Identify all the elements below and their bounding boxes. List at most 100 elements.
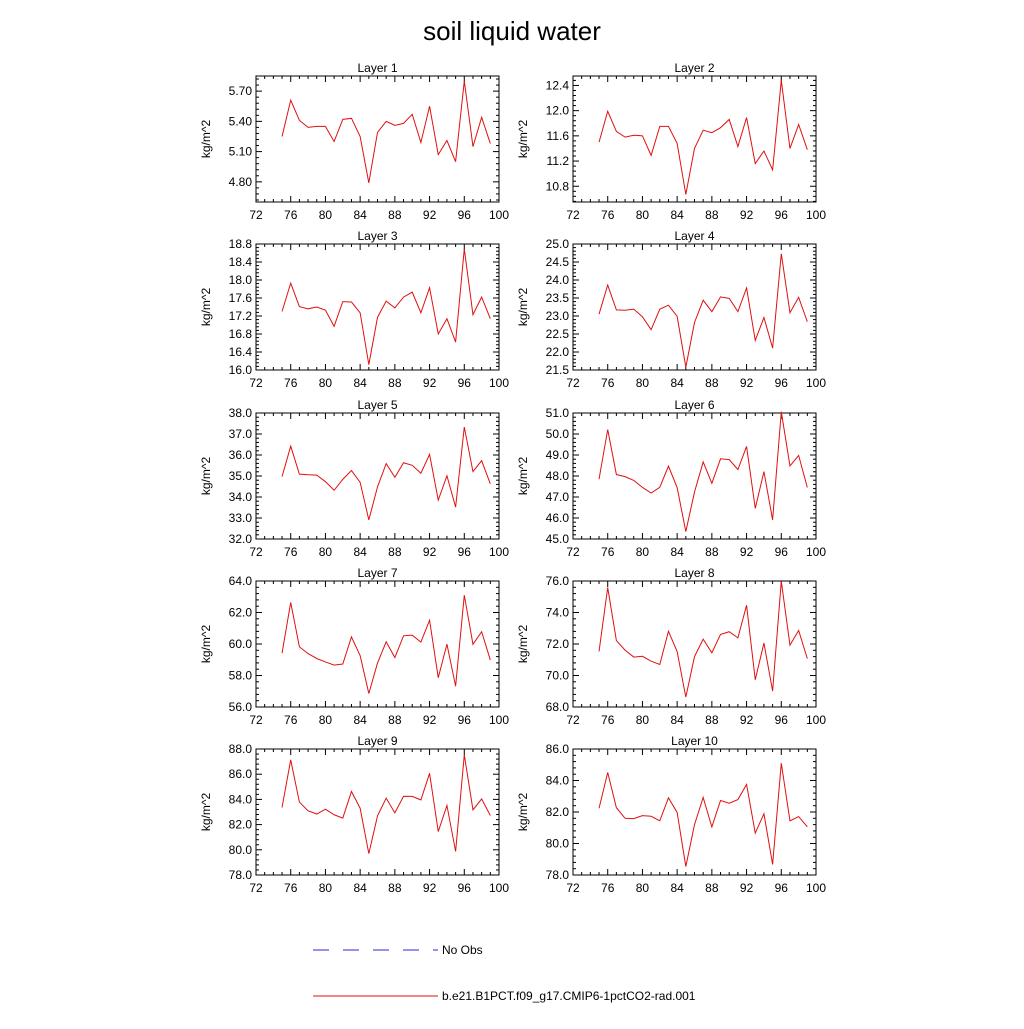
y-tick-label: 88.0 [229, 742, 253, 756]
x-tick-label: 80 [636, 208, 650, 222]
x-tick-label: 80 [636, 376, 650, 390]
x-tick-label: 76 [284, 713, 298, 727]
x-tick-label: 96 [775, 376, 789, 390]
x-tick-label: 88 [705, 376, 719, 390]
y-tick-label: 37.0 [229, 427, 253, 441]
plot-frame [255, 580, 500, 708]
x-tick-label: 88 [388, 881, 402, 895]
y-tick-label: 16.4 [229, 345, 253, 359]
series-line [598, 80, 808, 195]
series-line [598, 253, 808, 368]
x-tick-label: 88 [388, 713, 402, 727]
x-tick-label: 92 [423, 545, 437, 559]
y-tick-label: 47.0 [546, 490, 570, 504]
y-tick-label: 23.5 [546, 291, 570, 305]
y-tick-label: 12.4 [546, 78, 570, 92]
x-tick-label: 88 [705, 545, 719, 559]
plot-frame [572, 243, 817, 371]
x-tick-label: 92 [423, 376, 437, 390]
x-tick-label: 72 [566, 713, 580, 727]
x-tick-label: 92 [423, 881, 437, 895]
y-tick-label: 82.0 [229, 818, 253, 832]
x-tick-label: 92 [423, 713, 437, 727]
x-tick-label: 100 [806, 881, 826, 895]
y-tick-label: 36.0 [229, 448, 253, 462]
x-tick-label: 92 [423, 208, 437, 222]
plot-frame [572, 748, 817, 876]
x-tick-label: 92 [740, 376, 754, 390]
y-tick-label: 11.2 [547, 154, 570, 168]
y-tick-label: 18.4 [229, 255, 253, 269]
y-tick-label: 56.0 [229, 700, 253, 714]
x-tick-label: 92 [740, 208, 754, 222]
x-tick-label: 96 [458, 545, 472, 559]
y-tick-label: 24.5 [546, 255, 570, 269]
y-tick-label: 33.0 [229, 511, 253, 525]
y-tick-label: 62.0 [229, 606, 253, 620]
x-tick-label: 76 [601, 208, 615, 222]
x-tick-label: 72 [566, 376, 580, 390]
y-tick-label: 18.0 [229, 273, 253, 287]
y-tick-label: 11.6 [547, 129, 570, 143]
x-tick-label: 84 [353, 545, 367, 559]
x-tick-label: 76 [284, 208, 298, 222]
y-tick-label: 16.0 [229, 363, 253, 377]
x-tick-label: 96 [458, 376, 472, 390]
y-tick-label: 22.5 [546, 327, 570, 341]
panel-layer-3: Layer 3 72 76 80 84 88 92 96 100 16.0 16.4 16.8 17.2… [199, 229, 509, 390]
y-axis-label: kg/m^2 [199, 457, 213, 496]
x-tick-label: 96 [775, 881, 789, 895]
x-tick-label: 100 [489, 545, 509, 559]
x-tick-label: 96 [458, 208, 472, 222]
x-tick-label: 72 [566, 545, 580, 559]
x-tick-label: 100 [489, 208, 509, 222]
y-tick-label: 46.0 [546, 511, 570, 525]
y-tick-label: 64.0 [229, 574, 253, 588]
x-tick-label: 80 [636, 713, 650, 727]
y-tick-label: 86.0 [546, 742, 570, 756]
x-tick-label: 72 [249, 881, 263, 895]
panel-layer-1: Layer 1 72 76 80 84 88 92 96 100 4.80 5.10 5.40 5.70… [199, 61, 509, 222]
x-tick-label: 100 [806, 208, 826, 222]
x-tick-label: 100 [806, 713, 826, 727]
panel-layer-6: Layer 6 72 76 80 84 88 92 96 100 45.0 46.0 47.0 48.0… [516, 398, 826, 559]
x-tick-label: 96 [775, 208, 789, 222]
y-tick-label: 10.8 [546, 179, 570, 193]
y-tick-label: 5.40 [229, 114, 253, 128]
y-tick-label: 5.70 [229, 84, 253, 98]
y-tick-label: 16.8 [229, 327, 253, 341]
x-tick-label: 80 [636, 545, 650, 559]
panel-layer-5: Layer 5 72 76 80 84 88 92 96 100 32.0 33.0 34.0 35.0… [199, 398, 509, 559]
y-tick-label: 78.0 [546, 868, 570, 882]
x-tick-label: 80 [319, 208, 333, 222]
x-tick-label: 76 [601, 881, 615, 895]
y-tick-label: 72.0 [546, 637, 570, 651]
y-tick-label: 25.0 [546, 237, 570, 251]
panel-title: Layer 7 [357, 566, 397, 580]
y-tick-label: 51.0 [546, 406, 570, 420]
y-tick-label: 58.0 [229, 669, 253, 683]
x-tick-label: 72 [249, 545, 263, 559]
x-tick-label: 76 [601, 713, 615, 727]
y-tick-label: 17.6 [229, 291, 253, 305]
y-tick-label: 49.0 [546, 448, 570, 462]
x-tick-label: 92 [740, 713, 754, 727]
x-tick-label: 88 [388, 376, 402, 390]
x-tick-label: 92 [740, 881, 754, 895]
y-tick-label: 76.0 [546, 574, 570, 588]
y-tick-label: 45.0 [546, 532, 570, 546]
y-tick-label: 82.0 [546, 805, 570, 819]
y-axis-label: kg/m^2 [516, 120, 530, 159]
x-tick-label: 96 [458, 881, 472, 895]
panel-title: Layer 4 [674, 229, 714, 243]
x-tick-label: 72 [566, 881, 580, 895]
y-tick-label: 80.0 [546, 837, 570, 851]
y-axis-label: kg/m^2 [516, 288, 530, 327]
y-tick-label: 68.0 [546, 700, 570, 714]
x-tick-label: 84 [670, 545, 684, 559]
y-tick-label: 38.0 [229, 406, 253, 420]
figure-title: soil liquid water [423, 16, 601, 46]
x-tick-label: 84 [353, 376, 367, 390]
series-line [281, 426, 491, 521]
